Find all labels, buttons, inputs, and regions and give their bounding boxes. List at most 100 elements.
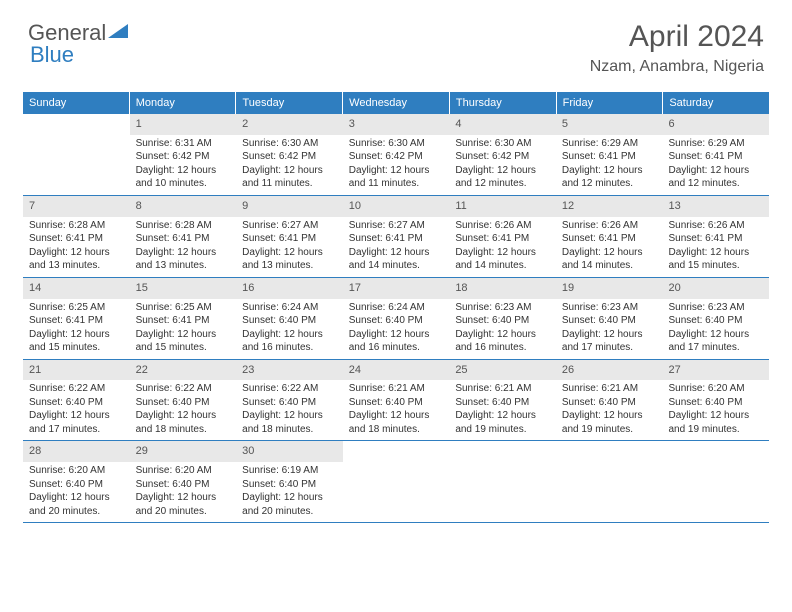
day-cell bbox=[343, 441, 450, 522]
day-number: 18 bbox=[449, 278, 556, 299]
calendar: Sunday Monday Tuesday Wednesday Thursday… bbox=[23, 92, 769, 523]
sunrise-text: Sunrise: 6:30 AM bbox=[455, 137, 550, 151]
triangle-icon bbox=[108, 22, 130, 45]
day-number: 1 bbox=[130, 114, 237, 135]
day-cell: 7 Sunrise: 6:28 AMSunset: 6:41 PMDaylight… bbox=[23, 196, 130, 277]
day-body: Sunrise: 6:20 AMSunset: 6:40 PMDaylight:… bbox=[130, 464, 237, 522]
day-number: 7 bbox=[23, 196, 130, 217]
day-header-monday: Monday bbox=[130, 92, 237, 114]
daylight-text: Daylight: 12 hours and 19 minutes. bbox=[668, 409, 763, 436]
day-number bbox=[449, 441, 556, 447]
day-body: Sunrise: 6:21 AMSunset: 6:40 PMDaylight:… bbox=[449, 382, 556, 440]
sunset-text: Sunset: 6:41 PM bbox=[29, 232, 124, 246]
day-number: 16 bbox=[236, 278, 343, 299]
day-number: 15 bbox=[130, 278, 237, 299]
sunrise-text: Sunrise: 6:30 AM bbox=[349, 137, 444, 151]
day-body: Sunrise: 6:29 AMSunset: 6:41 PMDaylight:… bbox=[556, 137, 663, 195]
day-body: Sunrise: 6:24 AMSunset: 6:40 PMDaylight:… bbox=[236, 301, 343, 359]
day-cell: 10Sunrise: 6:27 AMSunset: 6:41 PMDayligh… bbox=[343, 196, 450, 277]
day-cell: 21Sunrise: 6:22 AMSunset: 6:40 PMDayligh… bbox=[23, 360, 130, 441]
day-body: Sunrise: 6:21 AMSunset: 6:40 PMDaylight:… bbox=[556, 382, 663, 440]
sunrise-text: Sunrise: 6:22 AM bbox=[242, 382, 337, 396]
daylight-text: Daylight: 12 hours and 13 minutes. bbox=[29, 246, 124, 273]
daylight-text: Daylight: 12 hours and 17 minutes. bbox=[668, 328, 763, 355]
day-cell: 3Sunrise: 6:30 AMSunset: 6:42 PMDaylight… bbox=[343, 114, 450, 195]
day-number: 17 bbox=[343, 278, 450, 299]
day-cell: 6Sunrise: 6:29 AMSunset: 6:41 PMDaylight… bbox=[662, 114, 769, 195]
sunset-text: Sunset: 6:41 PM bbox=[455, 232, 550, 246]
day-cell: 18Sunrise: 6:23 AMSunset: 6:40 PMDayligh… bbox=[449, 278, 556, 359]
day-body: Sunrise: 6:20 AMSunset: 6:40 PMDaylight:… bbox=[662, 382, 769, 440]
daylight-text: Daylight: 12 hours and 20 minutes. bbox=[242, 491, 337, 518]
day-number: 27 bbox=[662, 360, 769, 381]
daylight-text: Daylight: 12 hours and 16 minutes. bbox=[242, 328, 337, 355]
sunrise-text: Sunrise: 6:30 AM bbox=[242, 137, 337, 151]
sunset-text: Sunset: 6:42 PM bbox=[136, 150, 231, 164]
day-cell: 28Sunrise: 6:20 AMSunset: 6:40 PMDayligh… bbox=[23, 441, 130, 522]
day-cell: 22Sunrise: 6:22 AMSunset: 6:40 PMDayligh… bbox=[130, 360, 237, 441]
day-body: Sunrise: 6:30 AMSunset: 6:42 PMDaylight:… bbox=[343, 137, 450, 195]
day-number: 2 bbox=[236, 114, 343, 135]
day-number: 13 bbox=[662, 196, 769, 217]
sunset-text: Sunset: 6:42 PM bbox=[242, 150, 337, 164]
sunrise-text: Sunrise: 6:26 AM bbox=[455, 219, 550, 233]
day-number: 23 bbox=[236, 360, 343, 381]
sunset-text: Sunset: 6:40 PM bbox=[29, 478, 124, 492]
day-body: Sunrise: 6:22 AMSunset: 6:40 PMDaylight:… bbox=[236, 382, 343, 440]
sunrise-text: Sunrise: 6:23 AM bbox=[668, 301, 763, 315]
day-cell: 24Sunrise: 6:21 AMSunset: 6:40 PMDayligh… bbox=[343, 360, 450, 441]
day-cell: 26Sunrise: 6:21 AMSunset: 6:40 PMDayligh… bbox=[556, 360, 663, 441]
day-body: Sunrise: 6:21 AMSunset: 6:40 PMDaylight:… bbox=[343, 382, 450, 440]
day-number: 22 bbox=[130, 360, 237, 381]
day-body: Sunrise: 6:19 AMSunset: 6:40 PMDaylight:… bbox=[236, 464, 343, 522]
sunrise-text: Sunrise: 6:28 AM bbox=[29, 219, 124, 233]
day-cell: 8Sunrise: 6:28 AMSunset: 6:41 PMDaylight… bbox=[130, 196, 237, 277]
sunset-text: Sunset: 6:41 PM bbox=[242, 232, 337, 246]
day-body: Sunrise: 6:22 AMSunset: 6:40 PMDaylight:… bbox=[130, 382, 237, 440]
day-cell: 4Sunrise: 6:30 AMSunset: 6:42 PMDaylight… bbox=[449, 114, 556, 195]
header: General April 2024 Nzam, Anambra, Nigeri… bbox=[0, 0, 792, 84]
day-number: 28 bbox=[23, 441, 130, 462]
day-number bbox=[23, 114, 130, 120]
daylight-text: Daylight: 12 hours and 20 minutes. bbox=[136, 491, 231, 518]
day-cell: 25Sunrise: 6:21 AMSunset: 6:40 PMDayligh… bbox=[449, 360, 556, 441]
sunset-text: Sunset: 6:40 PM bbox=[29, 396, 124, 410]
daylight-text: Daylight: 12 hours and 18 minutes. bbox=[242, 409, 337, 436]
day-body: Sunrise: 6:26 AMSunset: 6:41 PMDaylight:… bbox=[662, 219, 769, 277]
day-number: 26 bbox=[556, 360, 663, 381]
sunrise-text: Sunrise: 6:19 AM bbox=[242, 464, 337, 478]
day-cell: 5Sunrise: 6:29 AMSunset: 6:41 PMDaylight… bbox=[556, 114, 663, 195]
day-cell: 11Sunrise: 6:26 AMSunset: 6:41 PMDayligh… bbox=[449, 196, 556, 277]
day-number: 12 bbox=[556, 196, 663, 217]
day-header-tuesday: Tuesday bbox=[236, 92, 343, 114]
sunrise-text: Sunrise: 6:21 AM bbox=[455, 382, 550, 396]
day-header-sunday: Sunday bbox=[23, 92, 130, 114]
sunset-text: Sunset: 6:40 PM bbox=[455, 396, 550, 410]
daylight-text: Daylight: 12 hours and 14 minutes. bbox=[455, 246, 550, 273]
sunset-text: Sunset: 6:40 PM bbox=[562, 314, 657, 328]
daylight-text: Daylight: 12 hours and 15 minutes. bbox=[668, 246, 763, 273]
sunset-text: Sunset: 6:40 PM bbox=[668, 314, 763, 328]
sunset-text: Sunset: 6:41 PM bbox=[668, 150, 763, 164]
day-cell: 19Sunrise: 6:23 AMSunset: 6:40 PMDayligh… bbox=[556, 278, 663, 359]
sunrise-text: Sunrise: 6:20 AM bbox=[136, 464, 231, 478]
daylight-text: Daylight: 12 hours and 13 minutes. bbox=[136, 246, 231, 273]
day-body: Sunrise: 6:23 AMSunset: 6:40 PMDaylight:… bbox=[662, 301, 769, 359]
day-header-thursday: Thursday bbox=[450, 92, 557, 114]
daylight-text: Daylight: 12 hours and 10 minutes. bbox=[136, 164, 231, 191]
day-cell bbox=[23, 114, 130, 195]
sunset-text: Sunset: 6:40 PM bbox=[668, 396, 763, 410]
day-cell: 16Sunrise: 6:24 AMSunset: 6:40 PMDayligh… bbox=[236, 278, 343, 359]
day-number: 10 bbox=[343, 196, 450, 217]
day-body: Sunrise: 6:26 AMSunset: 6:41 PMDaylight:… bbox=[449, 219, 556, 277]
day-body: Sunrise: 6:28 AMSunset: 6:41 PMDaylight:… bbox=[130, 219, 237, 277]
daylight-text: Daylight: 12 hours and 19 minutes. bbox=[562, 409, 657, 436]
sunset-text: Sunset: 6:40 PM bbox=[349, 314, 444, 328]
day-cell: 9Sunrise: 6:27 AMSunset: 6:41 PMDaylight… bbox=[236, 196, 343, 277]
daylight-text: Daylight: 12 hours and 12 minutes. bbox=[668, 164, 763, 191]
daylight-text: Daylight: 12 hours and 12 minutes. bbox=[562, 164, 657, 191]
sunrise-text: Sunrise: 6:23 AM bbox=[562, 301, 657, 315]
daylight-text: Daylight: 12 hours and 18 minutes. bbox=[349, 409, 444, 436]
day-number bbox=[556, 441, 663, 447]
day-body: Sunrise: 6:29 AMSunset: 6:41 PMDaylight:… bbox=[662, 137, 769, 195]
